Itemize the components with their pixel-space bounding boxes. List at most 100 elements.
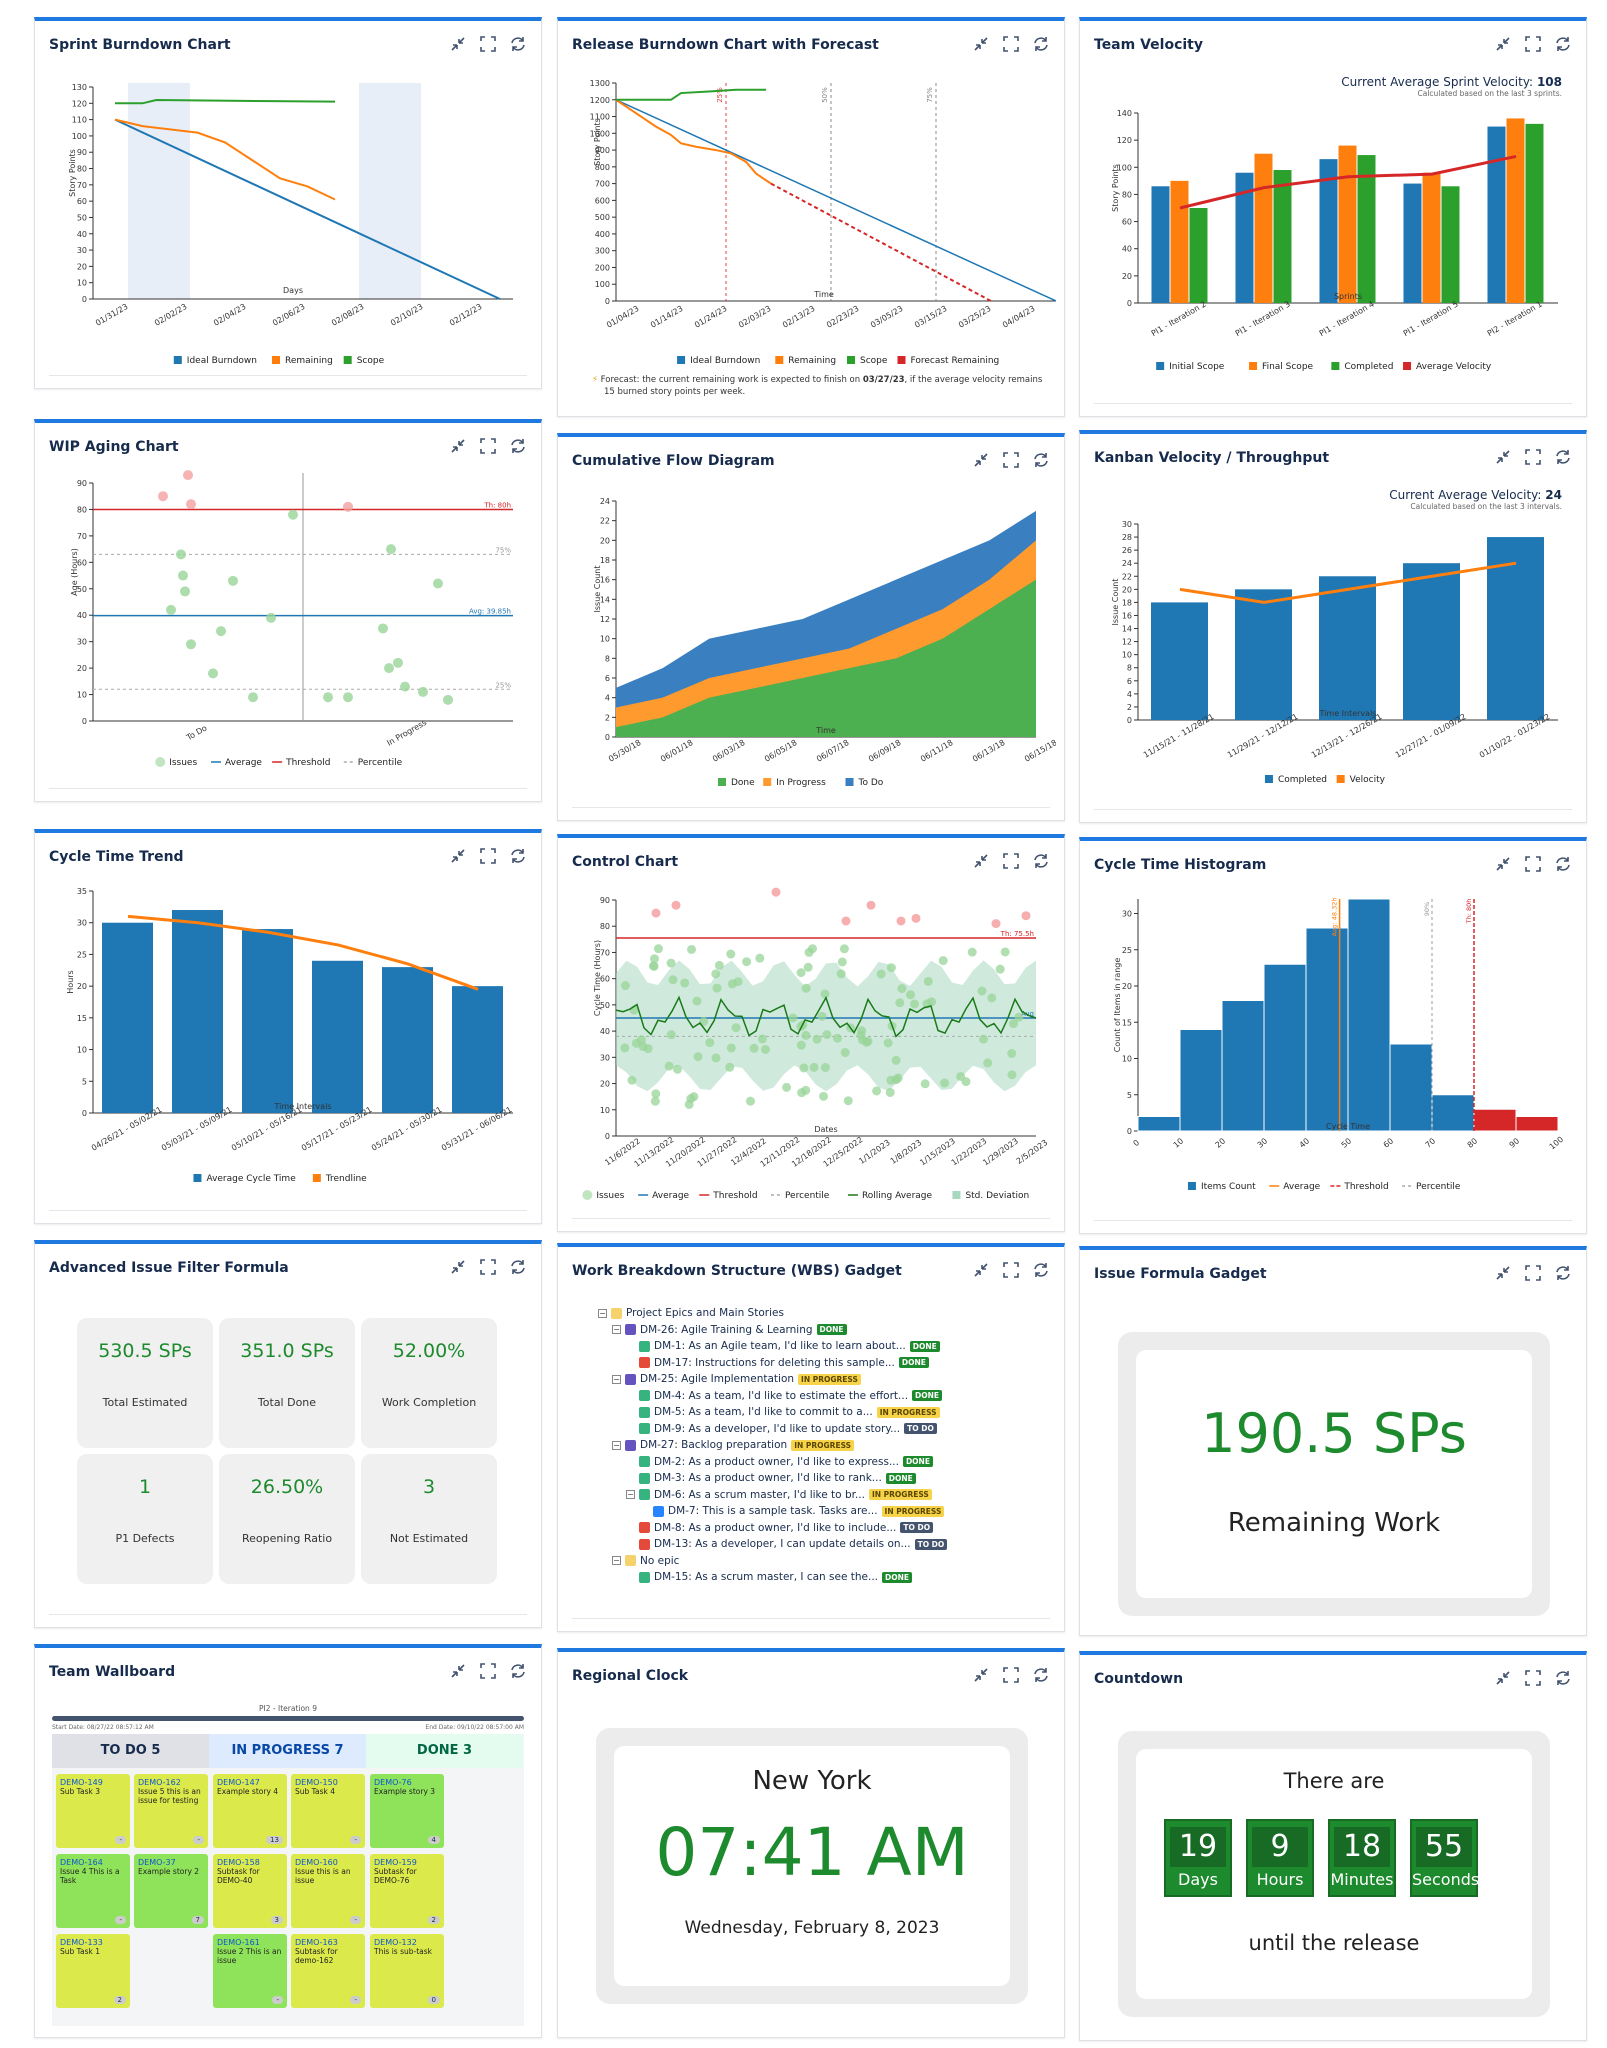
wbs-row[interactable]: − DM-26: Agile Training & Learning DONE: [598, 1322, 947, 1339]
issue-card[interactable]: DEMO-76 Example story 3 4: [370, 1774, 444, 1848]
minimize-icon[interactable]: [449, 35, 467, 53]
issue-card[interactable]: DEMO-160 Issue this is an issue -: [291, 1854, 365, 1928]
minimize-icon[interactable]: [972, 1261, 990, 1279]
issue-card[interactable]: DEMO-147 Example story 4 13: [213, 1774, 287, 1848]
refresh-icon[interactable]: [1032, 35, 1050, 53]
issue-card[interactable]: DEMO-133 Sub Task 1 2: [56, 1934, 130, 2008]
issue-key[interactable]: DEMO-160: [295, 1858, 338, 1867]
refresh-icon[interactable]: [509, 35, 527, 53]
fullscreen-icon[interactable]: [1524, 448, 1542, 466]
fullscreen-icon[interactable]: [1524, 1264, 1542, 1282]
wbs-row[interactable]: DM-8: As a product owner, I'd like to in…: [598, 1520, 947, 1537]
refresh-icon[interactable]: [1032, 451, 1050, 469]
minimize-icon[interactable]: [449, 1258, 467, 1276]
panel-cfd: Cumulative Flow Diagram 0 2 4 6 8 10 12 14 16 18 2…: [557, 433, 1065, 821]
minimize-icon[interactable]: [449, 1662, 467, 1680]
fullscreen-icon[interactable]: [479, 847, 497, 865]
fullscreen-icon[interactable]: [1002, 1261, 1020, 1279]
wbs-row[interactable]: − DM-27: Backlog preparation IN PROGRESS: [598, 1437, 947, 1454]
fullscreen-icon[interactable]: [479, 1258, 497, 1276]
issue-key[interactable]: DEMO-132: [374, 1938, 417, 1947]
wbs-row[interactable]: DM-5: As a team, I'd like to commit to a…: [598, 1404, 947, 1421]
expand-toggle-icon[interactable]: −: [612, 1325, 621, 1335]
wbs-row[interactable]: DM-17: Instructions for deleting this sa…: [598, 1355, 947, 1372]
refresh-icon[interactable]: [1554, 448, 1572, 466]
wbs-row[interactable]: DM-2: As a product owner, I'd like to ex…: [598, 1454, 947, 1471]
issue-key[interactable]: DEMO-158: [217, 1858, 260, 1867]
issue-key[interactable]: DEMO-159: [374, 1858, 417, 1867]
issue-card[interactable]: DEMO-159 Subtask for DEMO-76 2: [370, 1854, 444, 1928]
issue-key[interactable]: DEMO-147: [217, 1778, 260, 1787]
issue-card[interactable]: DEMO-132 This is sub-task 0: [370, 1934, 444, 2008]
fullscreen-icon[interactable]: [1524, 1669, 1542, 1687]
issue-point: [666, 958, 676, 968]
expand-toggle-icon[interactable]: −: [598, 1308, 607, 1318]
wbs-row[interactable]: DM-15: As a scrum master, I can see the.…: [598, 1569, 947, 1586]
refresh-icon[interactable]: [1554, 855, 1572, 873]
fullscreen-icon[interactable]: [1524, 855, 1542, 873]
wbs-row[interactable]: DM-4: As a team, I'd like to estimate th…: [598, 1388, 947, 1405]
expand-toggle-icon[interactable]: −: [612, 1556, 621, 1566]
issue-key[interactable]: DEMO-150: [295, 1778, 338, 1787]
wbs-row[interactable]: DM-7: This is a sample task. Tasks are..…: [598, 1503, 947, 1520]
fullscreen-icon[interactable]: [479, 35, 497, 53]
issue-key[interactable]: DEMO-163: [295, 1938, 338, 1947]
issue-card[interactable]: DEMO-149 Sub Task 3 -: [56, 1774, 130, 1848]
minimize-icon[interactable]: [972, 451, 990, 469]
wbs-row-text: DM-2: As a product owner, I'd like to ex…: [654, 1455, 899, 1468]
wbs-row[interactable]: DM-3: As a product owner, I'd like to ra…: [598, 1470, 947, 1487]
refresh-icon[interactable]: [509, 437, 527, 455]
issue-card[interactable]: DEMO-162 Issue 5 this is an issue for tes…: [134, 1774, 208, 1848]
issue-card[interactable]: DEMO-150 Sub Task 4 -: [291, 1774, 365, 1848]
issue-key[interactable]: DEMO-164: [60, 1858, 103, 1867]
refresh-icon[interactable]: [1032, 852, 1050, 870]
refresh-icon[interactable]: [509, 847, 527, 865]
issue-key[interactable]: DEMO-133: [60, 1938, 103, 1947]
refresh-icon[interactable]: [1032, 1261, 1050, 1279]
minimize-icon[interactable]: [449, 437, 467, 455]
minimize-icon[interactable]: [1494, 1264, 1512, 1282]
minimize-icon[interactable]: [1494, 448, 1512, 466]
refresh-icon[interactable]: [509, 1662, 527, 1680]
minimize-icon[interactable]: [972, 1666, 990, 1684]
expand-toggle-icon[interactable]: −: [612, 1440, 621, 1450]
expand-toggle-icon[interactable]: −: [612, 1374, 621, 1384]
wbs-row[interactable]: − DM-6: As a scrum master, I'd like to br…: [598, 1487, 947, 1504]
fullscreen-icon[interactable]: [1002, 451, 1020, 469]
refresh-icon[interactable]: [1032, 1666, 1050, 1684]
issue-card[interactable]: DEMO-158 Subtask for DEMO-40 3: [213, 1854, 287, 1928]
fullscreen-icon[interactable]: [1524, 35, 1542, 53]
issue-key[interactable]: DEMO-149: [60, 1778, 103, 1787]
minimize-icon[interactable]: [1494, 1669, 1512, 1687]
fullscreen-icon[interactable]: [479, 1662, 497, 1680]
minimize-icon[interactable]: [449, 847, 467, 865]
issue-card[interactable]: DEMO-37 Example story 2 7: [134, 1854, 208, 1928]
issue-key[interactable]: DEMO-161: [217, 1938, 260, 1947]
fullscreen-icon[interactable]: [1002, 1666, 1020, 1684]
issue-key[interactable]: DEMO-37: [138, 1858, 176, 1867]
refresh-icon[interactable]: [509, 1258, 527, 1276]
issue-card[interactable]: DEMO-163 Subtask for demo-162 -: [291, 1934, 365, 2008]
refresh-icon[interactable]: [1554, 35, 1572, 53]
refresh-icon[interactable]: [1554, 1264, 1572, 1282]
wbs-row[interactable]: DM-13: As a developer, I can update deta…: [598, 1536, 948, 1553]
minimize-icon[interactable]: [1494, 35, 1512, 53]
wbs-row[interactable]: − DM-25: Agile Implementation IN PROGRESS: [598, 1371, 947, 1388]
wbs-row[interactable]: DM-1: As an Agile team, I'd like to lear…: [598, 1338, 947, 1355]
issue-key[interactable]: DEMO-76: [374, 1778, 412, 1787]
minimize-icon[interactable]: [972, 852, 990, 870]
issue-key[interactable]: DEMO-162: [138, 1778, 181, 1787]
refresh-icon[interactable]: [1554, 1669, 1572, 1687]
expand-toggle-icon[interactable]: −: [626, 1490, 635, 1500]
fullscreen-icon[interactable]: [1002, 35, 1020, 53]
minimize-icon[interactable]: [1494, 855, 1512, 873]
issue-card[interactable]: DEMO-161 Issue 2 This is an issue -: [213, 1934, 287, 2008]
wbs-row[interactable]: − Project Epics and Main Stories: [598, 1305, 947, 1322]
fullscreen-icon[interactable]: [479, 437, 497, 455]
issue-point: [1000, 947, 1010, 957]
wbs-row[interactable]: DM-9: As a developer, I'd like to update…: [598, 1421, 947, 1438]
wbs-row[interactable]: − No epic: [598, 1553, 947, 1570]
minimize-icon[interactable]: [972, 35, 990, 53]
issue-card[interactable]: DEMO-164 Issue 4 This is a Task -: [56, 1854, 130, 1928]
fullscreen-icon[interactable]: [1002, 852, 1020, 870]
